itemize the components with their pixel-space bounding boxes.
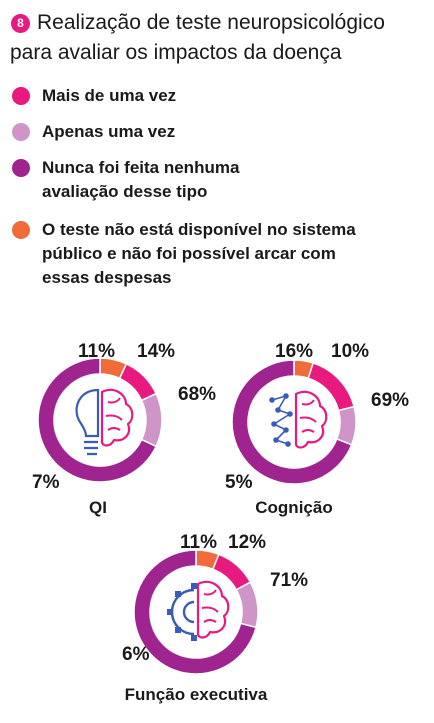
legend-item-more-than-once: Mais de uma vez bbox=[12, 84, 422, 108]
donut-hole bbox=[55, 375, 145, 465]
gear-brain-icon bbox=[167, 580, 230, 641]
donut-title: Função executiva bbox=[125, 685, 268, 704]
slice-never-done bbox=[37, 357, 158, 483]
data-label-not-available: 7% bbox=[32, 472, 60, 493]
data-label-more-than-once: 11% bbox=[78, 341, 115, 362]
chart-header: 8 Realização de teste neuropsicológico p… bbox=[10, 8, 430, 68]
legend-label: Nunca foi feita nenhuma avaliação desse … bbox=[42, 158, 240, 201]
legend-label: O teste não está disponível no sistema p… bbox=[42, 220, 356, 287]
legend: Mais de uma vez Apenas uma vez Nunca foi… bbox=[12, 84, 422, 290]
data-label-never-done: 71% bbox=[270, 570, 308, 591]
network-brain-icon bbox=[269, 390, 328, 449]
data-label-not-available: 6% bbox=[122, 644, 150, 665]
donut-title: QI bbox=[89, 498, 107, 517]
chart-title-line-2: para avaliar os impactos da doença bbox=[10, 41, 342, 64]
data-label-more-than-once: 16% bbox=[275, 341, 313, 362]
donut-chart-1: 16% 10% 69% 5%Cognição bbox=[225, 341, 409, 517]
slice-never-done bbox=[231, 359, 353, 485]
legend-label: Mais de uma vez bbox=[42, 86, 177, 105]
data-label-never-done: 68% bbox=[178, 384, 216, 405]
data-label-only-once: 12% bbox=[228, 532, 266, 553]
slice-only-once bbox=[335, 405, 357, 446]
donut-chart-2: 11% 12%71% 6% Função executiva bbox=[122, 532, 308, 704]
data-label-only-once: 10% bbox=[331, 341, 369, 362]
donut-hole bbox=[151, 567, 241, 657]
donut-chart-0: 11% 14% 68% 7% QI bbox=[32, 341, 216, 517]
legend-item-not-available: O teste não está disponível no sistema p… bbox=[12, 218, 362, 290]
data-label-never-done: 69% bbox=[371, 390, 409, 411]
legend-dot-not-available bbox=[12, 221, 30, 239]
title-line-1: 8 Realização de teste neuropsicológico bbox=[10, 8, 430, 38]
legend-label: Apenas uma vez bbox=[42, 122, 176, 141]
lightbulb-brain-icon bbox=[75, 388, 134, 456]
data-label-only-once: 14% bbox=[137, 341, 175, 362]
chart-title-line-1: Realização de teste neuropsicológico bbox=[37, 11, 385, 34]
legend-item-only-once: Apenas uma vez bbox=[12, 120, 422, 144]
number-badge: 8 bbox=[11, 13, 30, 33]
slice-never-done bbox=[133, 549, 257, 675]
donut-title: Cognição bbox=[255, 498, 332, 517]
legend-item-never-done: Nunca foi feita nenhuma avaliação desse … bbox=[12, 156, 262, 204]
legend-dot-only-once bbox=[12, 123, 30, 141]
data-label-more-than-once: 11% bbox=[180, 532, 217, 553]
legend-dot-more-than-once bbox=[12, 87, 30, 105]
legend-dot-never-done bbox=[12, 159, 30, 177]
data-label-not-available: 5% bbox=[225, 472, 253, 493]
